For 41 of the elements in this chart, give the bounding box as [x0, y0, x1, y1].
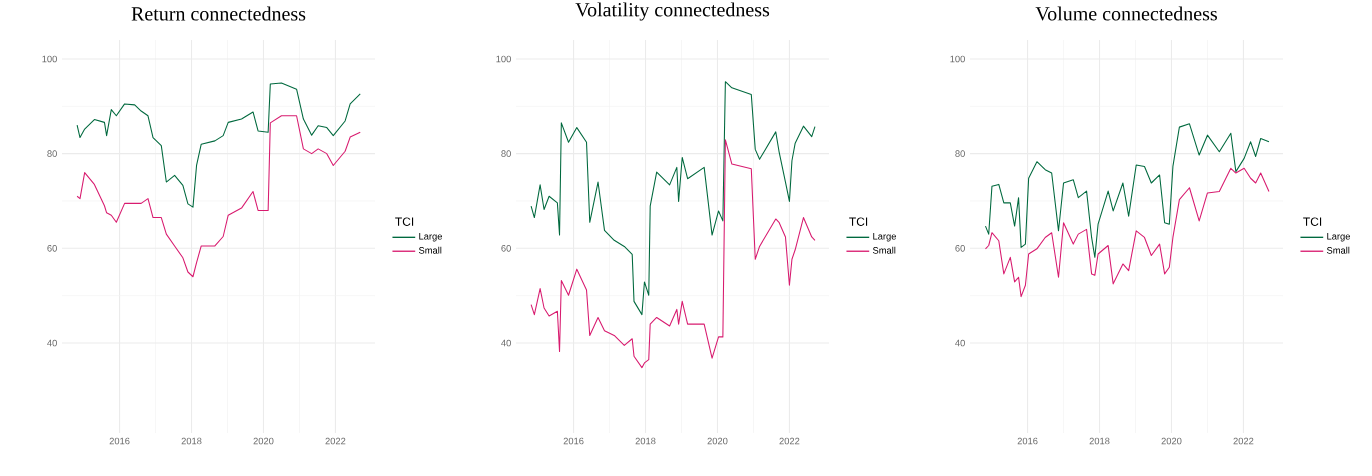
- x-tick-label: 2016: [1017, 437, 1038, 445]
- y-tick-label: 80: [955, 150, 965, 157]
- y-tick-label: 80: [47, 150, 57, 157]
- y-tick-label: 40: [955, 339, 965, 347]
- x-tick-label: 2020: [707, 437, 728, 445]
- x-tick-label: 2020: [1161, 437, 1182, 445]
- x-tick-label: 2018: [1089, 437, 1110, 445]
- legend-label: Large: [873, 233, 896, 242]
- legend-title: TCI: [849, 217, 868, 226]
- y-tick-label: 40: [47, 339, 57, 347]
- x-tick-label: 2020: [253, 437, 274, 445]
- line-series: [530, 81, 816, 316]
- x-tick-label: 2018: [635, 437, 656, 445]
- legend-label: Large: [419, 233, 442, 242]
- chart-title: Volume connectedness: [1035, 6, 1217, 21]
- x-tick-label: 2016: [563, 437, 584, 445]
- line-series: [984, 167, 1270, 298]
- x-tick-label: 2016: [109, 437, 130, 445]
- legend-label: Large: [1327, 233, 1350, 242]
- y-tick-label: 100: [496, 55, 511, 63]
- y-tick-label: 40: [501, 339, 511, 347]
- y-tick-label: 100: [950, 55, 965, 63]
- x-tick-label: 2022: [1233, 437, 1254, 445]
- y-tick-label: 80: [501, 150, 511, 157]
- legend-label: Small: [1326, 246, 1350, 254]
- x-tick-label: 2018: [181, 437, 202, 445]
- legend-label: Small: [872, 246, 896, 254]
- y-tick-label: 60: [955, 245, 965, 252]
- line-series: [530, 139, 816, 369]
- chart-title: Volatility connectedness: [575, 2, 770, 21]
- y-tick-label: 60: [501, 245, 511, 252]
- legend-title: TCI: [1303, 217, 1322, 226]
- y-tick-label: 100: [42, 55, 57, 63]
- chart-title: Return connectedness: [131, 6, 306, 21]
- legend-title: TCI: [395, 217, 414, 226]
- legend-label: Small: [418, 246, 442, 254]
- y-tick-label: 60: [47, 245, 57, 252]
- x-tick-label: 2022: [779, 437, 800, 445]
- x-tick-label: 2022: [325, 437, 346, 445]
- line-series: [76, 82, 361, 208]
- line-series: [984, 123, 1270, 258]
